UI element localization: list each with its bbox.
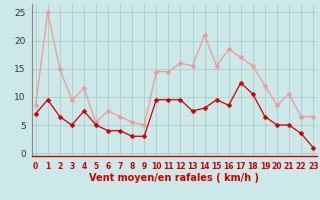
X-axis label: Vent moyen/en rafales ( km/h ): Vent moyen/en rafales ( km/h ) [89,173,260,183]
